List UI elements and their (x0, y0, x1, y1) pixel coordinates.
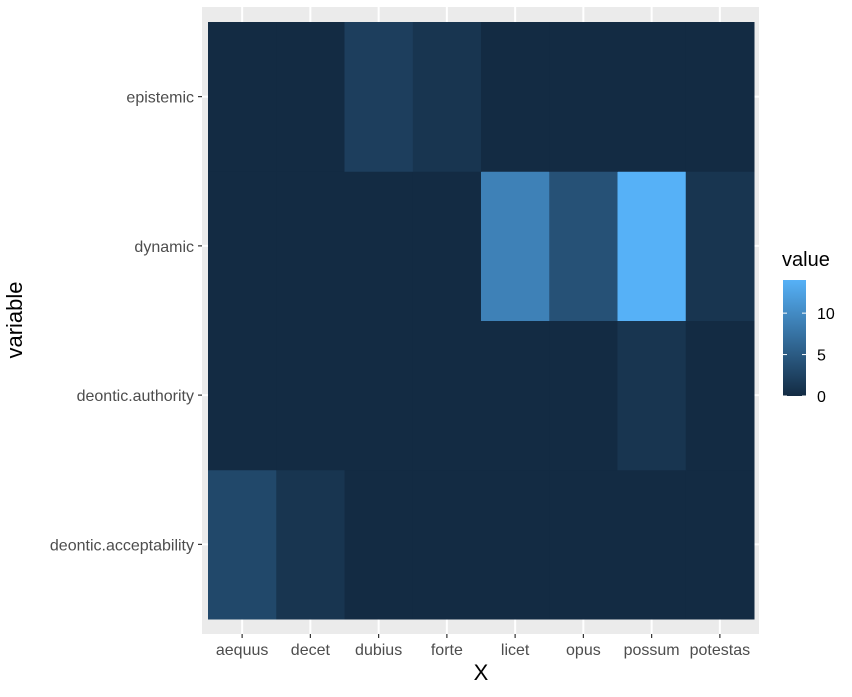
x-tick-label: opus (566, 642, 601, 659)
x-tick-label: dubius (355, 642, 402, 659)
legend-tick-label: 10 (817, 306, 835, 323)
legend-title: value (782, 249, 830, 271)
tile-deontic.authority-decet (276, 320, 345, 471)
tile-epistemic-opus (549, 22, 618, 172)
tile-epistemic-possum (617, 22, 687, 172)
tile-dynamic-possum (617, 171, 687, 321)
tile-deontic.acceptability-decet (276, 469, 345, 620)
x-axis-ticks: aequus decet dubius forte licet opus possum pot… (216, 634, 750, 659)
legend-tick-label: 5 (817, 348, 826, 365)
x-tick-label: potestas (690, 642, 750, 659)
tile-deontic.acceptability-opus (549, 469, 618, 620)
y-tick-label: dynamic (134, 239, 194, 256)
y-tick-label: epistemic (126, 90, 194, 107)
tile-deontic.acceptability-potestas (685, 469, 755, 620)
x-tick-label: possum (624, 642, 680, 659)
legend-colorbar (783, 280, 806, 396)
tile-deontic.authority-potestas (685, 320, 755, 471)
y-axis-ticks: deontic.acceptability deontic.authority dy… (50, 90, 202, 554)
tile-deontic.acceptability-dubius (344, 469, 414, 620)
tile-deontic.acceptability-possum (617, 469, 687, 620)
tile-epistemic-potestas (685, 22, 755, 172)
x-tick-label: forte (431, 642, 463, 659)
tile-epistemic-licet (481, 22, 550, 172)
tile-dynamic-dubius (344, 171, 414, 321)
tile-deontic.acceptability-forte (412, 469, 482, 620)
tile-deontic.authority-licet (481, 320, 550, 471)
x-tick-label: decet (291, 642, 331, 659)
tile-deontic.authority-opus (549, 320, 618, 471)
tile-epistemic-forte (412, 22, 482, 172)
tile-dynamic-decet (276, 171, 345, 321)
tile-dynamic-opus (549, 171, 618, 321)
tile-epistemic-dubius (344, 22, 414, 172)
tile-deontic.authority-aequus (208, 320, 277, 471)
tile-deontic.authority-dubius (344, 320, 414, 471)
tile-dynamic-forte (412, 171, 482, 321)
tile-deontic.authority-possum (617, 320, 687, 471)
y-axis-title: variable (2, 281, 27, 358)
legend-ticks: 0 5 10 (783, 306, 835, 406)
heatmap-tiles (208, 22, 755, 620)
tile-dynamic-potestas (685, 171, 755, 321)
color-legend: value 0 5 10 (782, 249, 835, 406)
legend-tick-label: 0 (817, 389, 826, 406)
x-tick-label: aequus (216, 642, 269, 659)
tile-dynamic-aequus (208, 171, 277, 321)
y-tick-label: deontic.authority (77, 388, 194, 405)
tile-deontic.authority-forte (412, 320, 482, 471)
x-axis-title: X (474, 660, 489, 685)
tile-epistemic-aequus (208, 22, 277, 172)
tile-dynamic-licet (481, 171, 550, 321)
tile-epistemic-decet (276, 22, 345, 172)
x-tick-label: licet (501, 642, 530, 659)
tile-deontic.acceptability-licet (481, 469, 550, 620)
y-tick-label: deontic.acceptability (50, 537, 194, 554)
tile-deontic.acceptability-aequus (208, 469, 277, 620)
